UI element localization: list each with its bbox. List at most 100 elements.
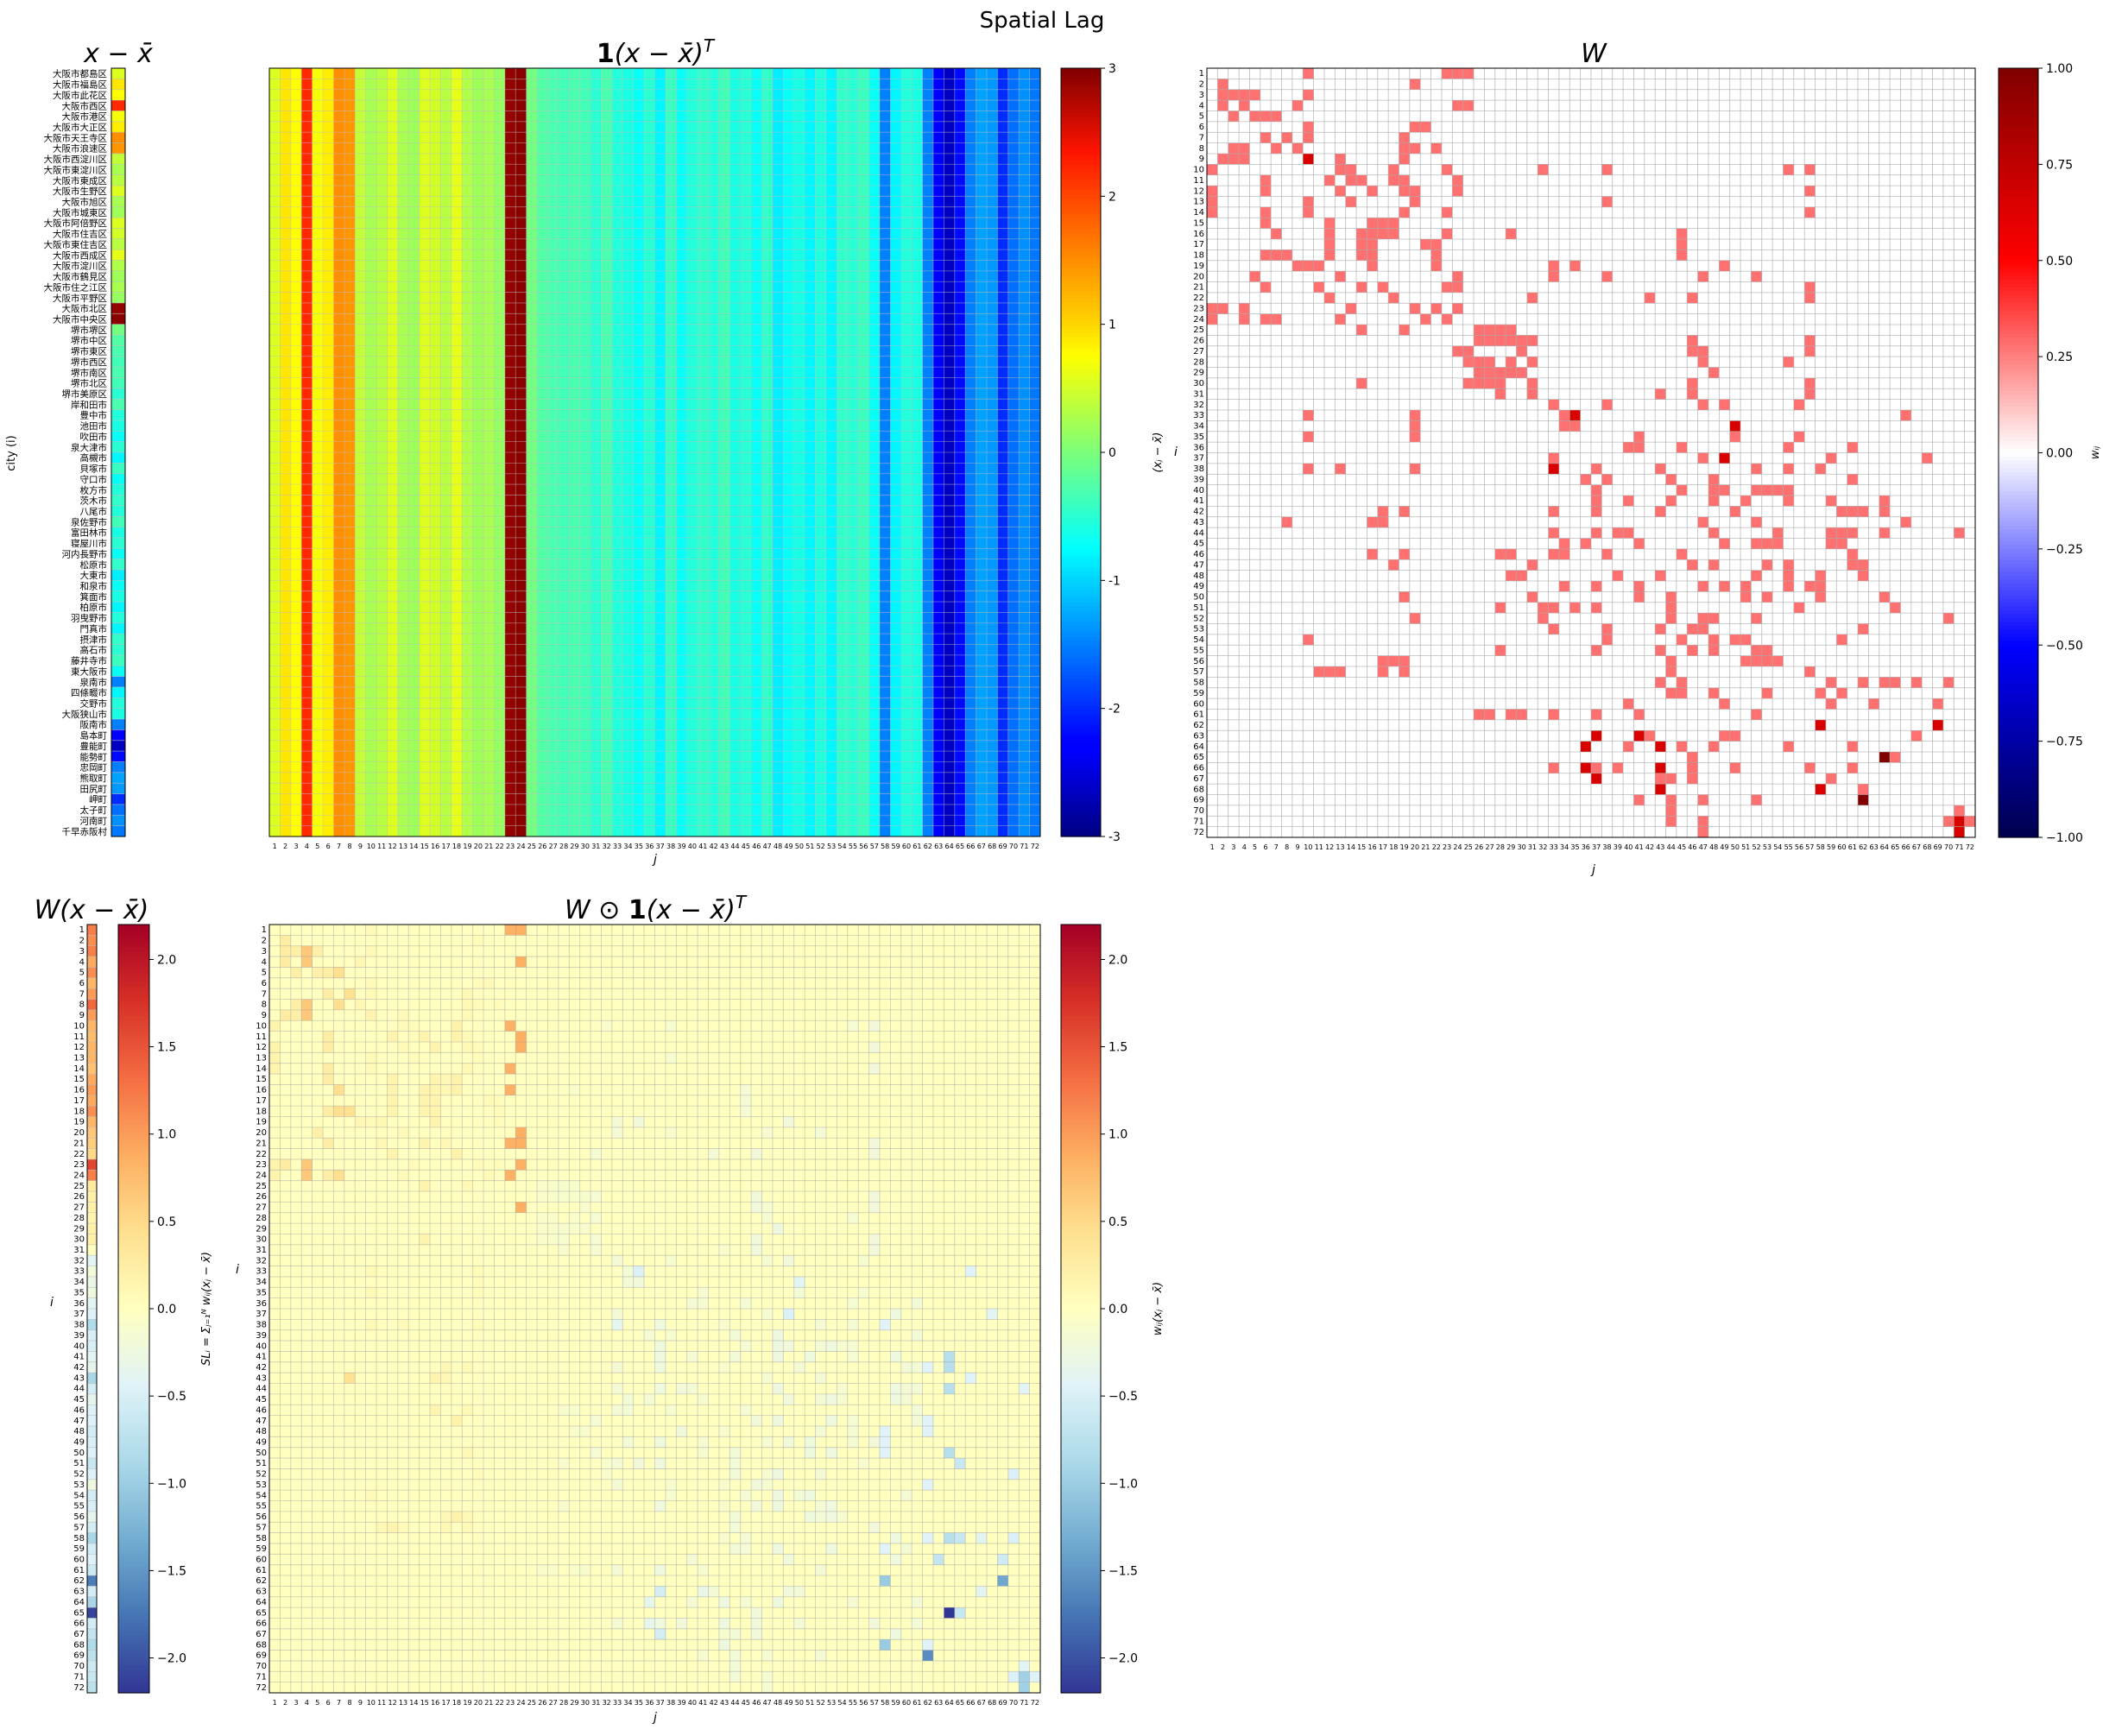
broadcast-matrix-cell: [698, 654, 709, 666]
broadcast-matrix-cell: [419, 708, 431, 720]
broadcast-matrix-cell: [280, 345, 292, 357]
broadcast-matrix-cell: [837, 590, 849, 603]
broadcast-matrix-cell: [280, 260, 292, 272]
broadcast-matrix-cell: [483, 377, 495, 389]
broadcast-matrix-cell: [494, 185, 506, 197]
broadcast-matrix-cell: [301, 676, 313, 688]
broadcast-matrix-cell: [590, 548, 602, 559]
broadcast-matrix-cell: [944, 463, 956, 475]
broadcast-matrix-cell: [665, 196, 677, 207]
broadcast-matrix-cell: [408, 260, 420, 272]
broadcast-matrix-cell: [333, 548, 345, 559]
broadcast-matrix-cell: [419, 292, 431, 304]
broadcast-matrix-cell: [761, 249, 774, 261]
broadcast-matrix-cell: [847, 666, 859, 677]
broadcast-matrix-cell: [515, 345, 527, 357]
broadcast-matrix-cell: [504, 164, 516, 175]
broadcast-matrix-cell: [932, 590, 944, 603]
broadcast-matrix-cell: [472, 420, 484, 432]
broadcast-matrix-cell: [751, 153, 762, 165]
broadcast-matrix-cell: [290, 399, 302, 410]
broadcast-matrix-cell: [847, 676, 859, 688]
broadcast-matrix-cell: [1019, 345, 1030, 357]
broadcast-matrix-cell: [772, 686, 784, 698]
broadcast-matrix-cell: [954, 708, 966, 720]
broadcast-matrix-cell: [772, 132, 784, 143]
broadcast-matrix-cell: [397, 580, 409, 591]
broadcast-matrix-cell: [686, 388, 698, 400]
broadcast-matrix-cell: [815, 185, 827, 197]
broadcast-matrix-cell: [376, 238, 388, 250]
broadcast-matrix-cell: [472, 729, 484, 742]
broadcast-matrix-cell: [440, 761, 452, 773]
broadcast-matrix-cell: [344, 218, 356, 229]
broadcast-matrix-cell: [729, 463, 742, 475]
broadcast-matrix-cell: [879, 527, 891, 539]
broadcast-matrix-cell: [654, 559, 666, 571]
broadcast-matrix-cell: [1019, 79, 1030, 91]
broadcast-matrix-cell: [976, 452, 988, 464]
broadcast-matrix-cell: [472, 302, 484, 314]
broadcast-matrix-cell: [397, 559, 409, 571]
broadcast-matrix-cell: [515, 463, 527, 475]
broadcast-matrix-cell: [333, 719, 345, 730]
broadcast-matrix-cell: [430, 420, 441, 432]
broadcast-matrix-cell: [611, 388, 623, 400]
broadcast-matrix-cell: [504, 409, 516, 421]
deviation-column-cell: [111, 185, 126, 197]
broadcast-matrix-cell: [472, 367, 484, 378]
broadcast-matrix-cell: [494, 527, 506, 539]
broadcast-matrix-cell: [290, 388, 302, 400]
broadcast-matrix-cell: [633, 153, 645, 165]
broadcast-matrix-cell: [740, 537, 752, 549]
broadcast-matrix-cell: [815, 473, 827, 485]
broadcast-matrix-cell: [376, 270, 388, 282]
broadcast-matrix-cell: [825, 388, 837, 400]
broadcast-matrix-cell: [515, 698, 527, 709]
broadcast-matrix-cell: [633, 345, 645, 357]
broadcast-matrix-cell: [825, 218, 837, 229]
broadcast-matrix-cell: [622, 228, 634, 240]
broadcast-matrix-cell: [504, 174, 516, 186]
broadcast-matrix-cell: [868, 634, 881, 645]
broadcast-matrix-cell: [858, 634, 869, 645]
broadcast-matrix-cell: [986, 548, 998, 559]
broadcast-matrix-cell: [1007, 698, 1020, 709]
broadcast-matrix-cell: [772, 559, 784, 571]
broadcast-matrix-cell: [526, 302, 538, 314]
broadcast-matrix-cell: [686, 132, 698, 143]
broadcast-matrix-cell: [462, 505, 473, 517]
broadcast-matrix-cell: [997, 505, 1009, 517]
broadcast-matrix-cell: [879, 324, 891, 336]
broadcast-matrix-cell: [397, 89, 409, 101]
broadcast-matrix-cell: [783, 698, 795, 709]
broadcast-matrix-cell: [890, 729, 902, 742]
broadcast-matrix-cell: [611, 324, 623, 336]
broadcast-matrix-cell: [365, 569, 377, 581]
broadcast-matrix-cell: [537, 79, 548, 91]
broadcast-matrix-cell: [708, 302, 720, 314]
broadcast-matrix-cell: [365, 292, 377, 304]
broadcast-matrix-cell: [793, 377, 805, 389]
broadcast-matrix-cell: [430, 602, 441, 613]
broadcast-matrix-cell: [504, 452, 516, 464]
broadcast-matrix-cell: [515, 602, 527, 613]
broadcast-matrix-cell: [686, 292, 698, 304]
broadcast-matrix-cell: [976, 302, 988, 314]
broadcast-matrix-cell: [515, 249, 527, 261]
broadcast-matrix-cell: [965, 142, 976, 155]
broadcast-matrix-cell: [569, 654, 580, 666]
broadcast-matrix-cell: [965, 666, 976, 677]
broadcast-matrix-cell: [1029, 68, 1041, 79]
broadcast-matrix-cell: [783, 463, 795, 475]
broadcast-matrix-cell: [825, 185, 837, 197]
broadcast-matrix-cell: [430, 772, 441, 784]
broadcast-matrix-cell: [355, 537, 366, 549]
broadcast-matrix-cell: [504, 228, 516, 240]
broadcast-matrix-cell: [868, 324, 881, 336]
broadcast-matrix-cell: [558, 324, 570, 336]
broadcast-matrix-cell: [665, 206, 677, 218]
broadcast-matrix-cell: [280, 452, 292, 464]
broadcast-matrix-cell: [772, 698, 784, 709]
broadcast-matrix-cell: [494, 569, 506, 581]
